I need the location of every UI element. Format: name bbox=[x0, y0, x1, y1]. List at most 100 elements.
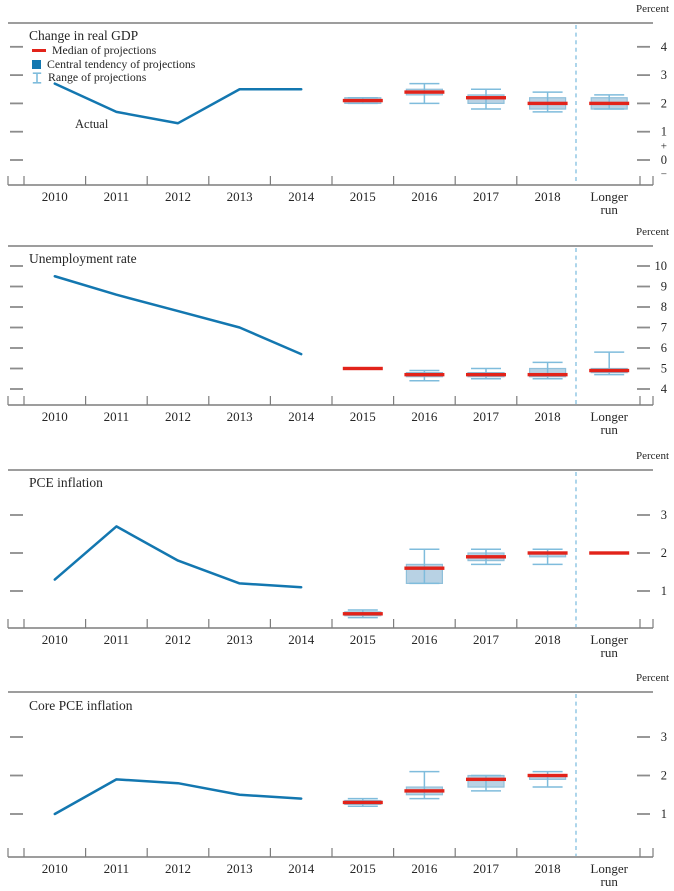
svg-text:2012: 2012 bbox=[165, 189, 191, 204]
actual-line-pce-inflation bbox=[53, 525, 303, 589]
svg-text:2017: 2017 bbox=[473, 861, 500, 876]
svg-text:4: 4 bbox=[661, 40, 668, 54]
projection-marker-unemployment-2018 bbox=[527, 361, 568, 380]
projection-marker-core-pce-inflation-2016 bbox=[404, 770, 445, 800]
svg-text:2010: 2010 bbox=[42, 861, 68, 876]
svg-text:2015: 2015 bbox=[350, 632, 376, 647]
actual-line-gdp bbox=[53, 82, 303, 125]
svg-text:run: run bbox=[601, 645, 619, 660]
projection-marker-unemployment-longer-run bbox=[589, 351, 630, 376]
svg-text:3: 3 bbox=[661, 508, 667, 522]
actual-line-unemployment bbox=[53, 275, 303, 356]
svg-text:7: 7 bbox=[661, 321, 667, 335]
svg-text:−: − bbox=[661, 169, 667, 181]
svg-text:2013: 2013 bbox=[227, 861, 253, 876]
svg-text:2012: 2012 bbox=[165, 632, 191, 647]
svg-text:2018: 2018 bbox=[535, 409, 561, 424]
svg-text:4: 4 bbox=[661, 382, 668, 396]
projection-marker-unemployment-2015 bbox=[342, 366, 383, 371]
svg-text:2013: 2013 bbox=[227, 189, 253, 204]
svg-text:2012: 2012 bbox=[165, 861, 191, 876]
projection-marker-pce-inflation-2018 bbox=[527, 548, 568, 566]
svg-text:2016: 2016 bbox=[411, 189, 438, 204]
svg-text:2015: 2015 bbox=[350, 409, 376, 424]
legend-item-median: Median of projections bbox=[32, 43, 195, 58]
projection-marker-unemployment-2017 bbox=[466, 367, 506, 380]
unit-label-gdp: Percent bbox=[636, 3, 669, 15]
svg-text:2013: 2013 bbox=[227, 632, 253, 647]
svg-text:0: 0 bbox=[661, 153, 667, 167]
svg-text:2010: 2010 bbox=[42, 632, 68, 647]
range-whisker-icon bbox=[32, 72, 42, 84]
svg-text:3: 3 bbox=[661, 730, 667, 744]
panel-core-pce-inflation-graphics: 3 2 1 2010 2011 2012 2013 2014 2015 2016 2017 2018 L… bbox=[7, 691, 667, 889]
svg-text:Longer: Longer bbox=[590, 409, 628, 424]
svg-text:2018: 2018 bbox=[535, 189, 561, 204]
svg-text:Longer: Longer bbox=[590, 632, 628, 647]
svg-text:2016: 2016 bbox=[411, 632, 438, 647]
svg-text:2015: 2015 bbox=[350, 861, 376, 876]
svg-text:6: 6 bbox=[661, 341, 667, 355]
svg-text:Longer: Longer bbox=[590, 861, 628, 876]
median-line-icon bbox=[32, 49, 46, 53]
svg-text:2: 2 bbox=[661, 546, 667, 560]
svg-text:2: 2 bbox=[661, 769, 667, 783]
actual-series-label: Actual bbox=[75, 117, 109, 131]
projection-marker-gdp-2016 bbox=[404, 82, 445, 105]
svg-text:1: 1 bbox=[661, 584, 667, 598]
projection-marker-gdp-longer-run bbox=[589, 94, 630, 110]
svg-text:2017: 2017 bbox=[473, 409, 500, 424]
svg-text:2011: 2011 bbox=[104, 189, 130, 204]
svg-text:2018: 2018 bbox=[535, 861, 561, 876]
panel-pce-inflation-graphics: 3 2 1 2010 2011 2012 2013 2014 2015 2016 2017 2018 L… bbox=[7, 469, 667, 660]
svg-text:5: 5 bbox=[661, 362, 667, 376]
projection-marker-pce-inflation-longer-run bbox=[589, 551, 630, 555]
svg-text:2: 2 bbox=[661, 96, 667, 110]
actual-line-core-pce-inflation bbox=[53, 778, 303, 816]
unit-label-pce: Percent bbox=[636, 450, 669, 462]
legend: Median of projections Central tendency o… bbox=[32, 43, 196, 85]
legend-label: Central tendency of projections bbox=[47, 56, 196, 71]
svg-text:8: 8 bbox=[661, 300, 667, 314]
legend-label: Median of projections bbox=[52, 43, 157, 58]
svg-text:2012: 2012 bbox=[165, 409, 191, 424]
legend-item-central-tendency: Central tendency of projections bbox=[32, 56, 196, 72]
projection-marker-core-pce-inflation-2015 bbox=[342, 797, 383, 808]
projection-marker-core-pce-inflation-2017 bbox=[466, 774, 506, 792]
svg-text:2010: 2010 bbox=[42, 409, 68, 424]
svg-text:1: 1 bbox=[661, 807, 667, 821]
svg-text:1: 1 bbox=[661, 125, 667, 139]
panel-title-gdp: Change in real GDP bbox=[29, 28, 139, 43]
svg-text:2014: 2014 bbox=[288, 632, 315, 647]
panel-title-unemployment: Unemployment rate bbox=[29, 251, 137, 266]
svg-text:2014: 2014 bbox=[288, 861, 315, 876]
unit-label-unemployment: Percent bbox=[636, 226, 669, 238]
svg-text:10: 10 bbox=[655, 259, 668, 273]
svg-text:2011: 2011 bbox=[104, 861, 130, 876]
svg-text:Longer: Longer bbox=[590, 189, 628, 204]
unit-label-core-pce: Percent bbox=[636, 672, 669, 684]
projection-marker-core-pce-inflation-2018 bbox=[527, 770, 568, 788]
svg-text:2018: 2018 bbox=[535, 632, 561, 647]
svg-text:3: 3 bbox=[661, 68, 667, 82]
svg-text:2013: 2013 bbox=[227, 409, 253, 424]
svg-text:2014: 2014 bbox=[288, 189, 315, 204]
legend-label: Range of projections bbox=[48, 70, 147, 85]
projection-marker-gdp-2015 bbox=[342, 96, 383, 105]
projection-marker-gdp-2017 bbox=[466, 88, 506, 110]
svg-text:run: run bbox=[601, 422, 619, 437]
projection-marker-pce-inflation-2015 bbox=[342, 609, 383, 619]
svg-text:+: + bbox=[661, 140, 667, 152]
svg-text:2010: 2010 bbox=[42, 189, 68, 204]
panel-title-core-pce: Core PCE inflation bbox=[29, 698, 133, 713]
svg-text:2014: 2014 bbox=[288, 409, 315, 424]
svg-text:2017: 2017 bbox=[473, 189, 500, 204]
svg-text:9: 9 bbox=[661, 280, 667, 294]
projection-marker-pce-inflation-2016 bbox=[404, 548, 445, 585]
projection-marker-pce-inflation-2017 bbox=[466, 548, 506, 566]
projection-marker-unemployment-2016 bbox=[404, 369, 445, 382]
svg-text:2011: 2011 bbox=[104, 632, 130, 647]
svg-text:run: run bbox=[601, 874, 619, 889]
